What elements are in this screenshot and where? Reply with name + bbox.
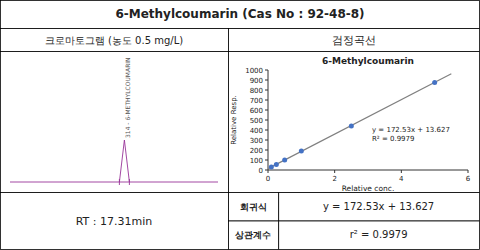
- header: 검정곡선: [332, 34, 376, 47]
- y-tick-label: 600: [250, 107, 263, 115]
- y-tick: [265, 80, 268, 81]
- header: 크로마토그램 (농도 0.5 mg/L): [45, 35, 183, 46]
- footer-label: 상관계수: [235, 230, 271, 240]
- y-tick-label: 500: [250, 117, 263, 125]
- x-tick-label: 2: [332, 175, 336, 183]
- plot-area: [268, 74, 451, 170]
- chart-title: 6-Methylcoumarin: [322, 56, 414, 66]
- footer-label-cell: [229, 193, 279, 222]
- peak-base-tick: [119, 179, 120, 185]
- rt-label: RT : 17.31min: [76, 215, 153, 228]
- header-cell: [1, 29, 229, 52]
- peak-label: 314 - 6-METHYLCOUMARIN: [124, 57, 131, 138]
- y-tick: [265, 90, 268, 91]
- title-cell: [1, 1, 480, 29]
- y-tick-label: 0: [259, 167, 263, 175]
- y-tick: [265, 140, 268, 141]
- chromatogram-baseline: [10, 182, 218, 183]
- data-point: [282, 158, 287, 163]
- footer-value-cell: [279, 193, 480, 222]
- fit-line: [268, 74, 451, 169]
- header-cell: [229, 29, 480, 52]
- peak-base-tick: [129, 179, 130, 185]
- y-tick: [265, 160, 268, 161]
- y-tick: [265, 150, 268, 151]
- y-tick: [265, 70, 268, 71]
- x-tick-label: 6: [466, 175, 471, 183]
- page-title: 6-Methylcoumarin (Cas No : 92-48-8): [115, 7, 364, 21]
- regression-label: R² = 0.9979: [372, 135, 414, 143]
- y-tick: [265, 110, 268, 111]
- y-tick: [265, 120, 268, 121]
- y-tick: [265, 130, 268, 131]
- data-point: [349, 124, 354, 129]
- x-tick: [334, 170, 335, 173]
- y-tick-label: 700: [250, 97, 263, 105]
- regression-label: y = 172.53x + 13.627: [372, 126, 450, 134]
- footer-value-cell: [279, 221, 480, 250]
- footer-value: r² = 0.9979: [350, 229, 408, 240]
- footer-value: y = 172.53x + 13.627: [323, 201, 434, 212]
- chromatogram-peak: [119, 140, 129, 182]
- figure: 6-Methylcoumarin (Cas No : 92-48-8) 크로마토그…: [0, 0, 480, 250]
- y-tick-label: 900: [250, 77, 263, 85]
- axes: 0 2 4 6 0 100 200 300 400 500 600 700 800 900 1000: [245, 67, 471, 184]
- x-tick-label: 0: [266, 175, 270, 183]
- y-tick: [265, 170, 268, 171]
- x-tick: [468, 170, 469, 173]
- y-tick-label: 800: [250, 87, 263, 95]
- footer-label: 회귀식: [240, 202, 267, 212]
- x-tick-label: 4: [399, 175, 404, 183]
- data-point: [299, 149, 304, 154]
- y-tick-label: 300: [250, 137, 263, 145]
- y-tick-label: 400: [250, 127, 263, 135]
- x-tick: [401, 170, 402, 173]
- x-axis-label: Relative conc.: [342, 184, 395, 193]
- footer-cell: [1, 193, 229, 250]
- content-cell: [1, 52, 229, 193]
- y-tick-label: 1000: [245, 67, 263, 75]
- y-axis-label: Relative Resp.: [230, 95, 238, 145]
- data-point: [274, 162, 279, 167]
- data-point: [432, 80, 437, 85]
- x-axis: [268, 170, 468, 171]
- y-tick: [265, 100, 268, 101]
- data-point: [269, 165, 274, 170]
- y-tick-label: 100: [250, 157, 263, 165]
- y-tick-label: 200: [250, 147, 263, 155]
- content-cell: [229, 52, 480, 193]
- footer-label-cell: [229, 221, 279, 250]
